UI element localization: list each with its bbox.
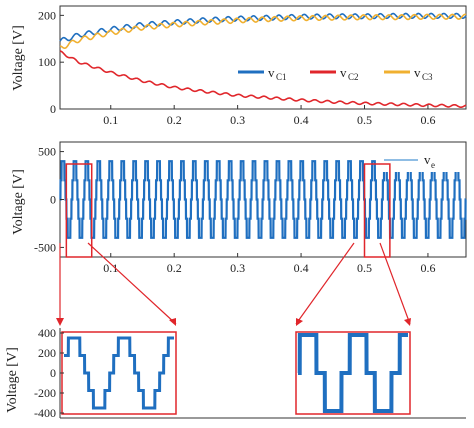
y-tick-label-3: -400 xyxy=(34,406,56,420)
y-tick-label-2: 0 xyxy=(50,193,56,207)
zoom-window-2 xyxy=(363,163,391,258)
legend-1: v C1 v C2 v C3 xyxy=(238,65,433,82)
x-tick-label-1: 0.1 xyxy=(103,113,118,127)
x-tick-label-1: 0.4 xyxy=(294,113,309,127)
zoom-connectors xyxy=(56,242,411,326)
x-tick-label-1: 0.2 xyxy=(167,113,182,127)
x-tick-label-2: 0.5 xyxy=(357,261,372,275)
output-voltage-chart: 0.1 0.2 0.3 0.4 0.5 0.6 -500 0 500 Voltage [V] v… xyxy=(11,141,467,275)
y-tick-label-3: 400 xyxy=(38,326,56,340)
x-tick-label-1: 0.5 xyxy=(357,113,372,127)
legend-sub-c2: C2 xyxy=(348,72,359,82)
x-tick-label-2: 0.4 xyxy=(294,261,309,275)
legend-label-c1: v xyxy=(268,65,275,80)
connector-1b xyxy=(87,242,177,325)
zoom-waveform-2 xyxy=(297,333,408,413)
arrowhead-1b xyxy=(169,318,176,326)
y-tick-label-2: -500 xyxy=(34,240,56,254)
legend-label-c2: v xyxy=(340,65,347,80)
legend-label-ve: v xyxy=(424,152,431,167)
y-tick-label-3: -200 xyxy=(34,386,56,400)
x-tick-label-1: 0.6 xyxy=(420,113,435,127)
x-tick-label-2: 0.1 xyxy=(103,261,118,275)
x-tick-label-2: 0.6 xyxy=(420,261,435,275)
y-tick-label-1: 0 xyxy=(50,102,56,116)
legend-label-c3: v xyxy=(414,65,421,80)
series-line-c2 xyxy=(59,50,467,109)
arrowhead-2b xyxy=(404,318,411,326)
y-tick-label-3: 200 xyxy=(38,346,56,360)
x-tick-label-1: 0.3 xyxy=(230,113,245,127)
y-axis-label-3: Voltage [V] xyxy=(5,347,20,412)
arrowhead-1a xyxy=(56,318,64,326)
zoom-waveform-1 xyxy=(64,336,174,410)
plot-area-1 xyxy=(59,5,467,110)
y-tick-label-1: 200 xyxy=(38,8,56,22)
zoom-window-1 xyxy=(65,163,93,258)
legend-sub-c3: C3 xyxy=(422,72,433,82)
legend-sub-c1: C1 xyxy=(276,72,287,82)
arrowhead-2a xyxy=(296,318,303,326)
x-tick-label-2: 0.3 xyxy=(230,261,245,275)
y-axis-label-1: Voltage [V] xyxy=(11,25,26,90)
capacitor-voltage-chart: 0.1 0.2 0.3 0.4 0.5 0.6 0 100 200 Voltage [V] v … xyxy=(11,5,467,127)
series-line-c3 xyxy=(59,13,467,50)
y-tick-label-3: 0 xyxy=(50,366,56,380)
zoomed-voltage-chart: -400 -200 0 200 400 Voltage [V] xyxy=(5,326,466,420)
y-axis-label-2: Voltage [V] xyxy=(11,169,26,234)
connector-2a xyxy=(295,242,355,325)
x-tick-label-2: 0.2 xyxy=(167,261,182,275)
legend-2: v e xyxy=(378,148,462,172)
legend-sub-ve: e xyxy=(431,160,435,170)
y-tick-label-2: 500 xyxy=(38,145,56,159)
y-tick-label-1: 100 xyxy=(38,55,56,69)
connector-2b xyxy=(379,242,411,325)
zoom-box-2 xyxy=(295,331,411,415)
